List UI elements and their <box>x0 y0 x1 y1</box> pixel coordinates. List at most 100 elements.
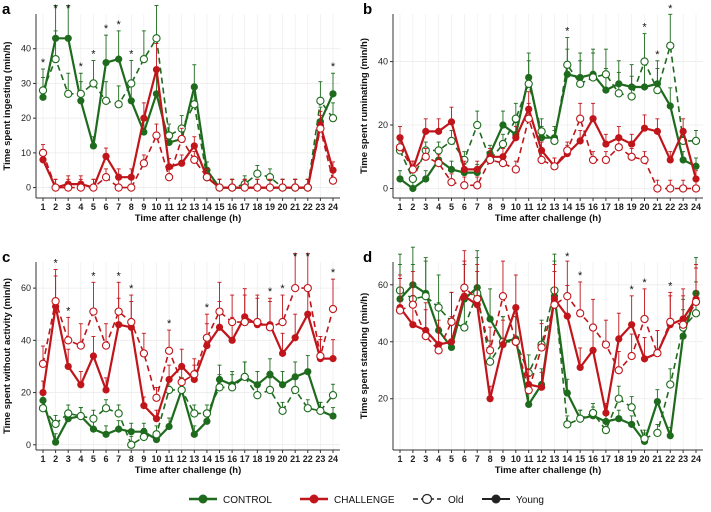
significance-marker: * <box>167 318 172 330</box>
data-point <box>691 309 701 318</box>
significance-marker: * <box>91 270 96 282</box>
legend-young-label: Young <box>516 495 544 506</box>
x-tick-label: 4 <box>436 202 441 212</box>
data-point <box>550 300 559 309</box>
y-axis-label: Time spent ruminating (min/h) <box>359 38 370 174</box>
data-point <box>190 100 199 109</box>
data-point <box>653 349 662 358</box>
data-point <box>627 152 636 161</box>
data-point <box>692 175 700 183</box>
data-point <box>64 362 72 371</box>
y-axis-label: Time spent ingesting (min/h) <box>2 41 13 170</box>
data-point <box>615 415 623 423</box>
data-point <box>177 134 186 144</box>
data-point <box>76 89 85 98</box>
significance-marker: * <box>668 280 673 292</box>
data-point <box>537 383 546 391</box>
series-control-old <box>395 13 701 184</box>
data-point <box>628 321 636 329</box>
data-point <box>666 156 674 164</box>
data-point <box>473 120 482 130</box>
data-point <box>89 183 98 192</box>
series-line <box>42 127 334 189</box>
data-point <box>498 292 508 301</box>
data-point <box>601 340 611 349</box>
x-tick-label: 17 <box>240 454 250 464</box>
data-point <box>114 409 123 418</box>
x-tick-label: 23 <box>678 454 688 464</box>
data-point <box>460 292 468 300</box>
significance-marker: * <box>53 258 58 270</box>
data-point <box>602 409 610 417</box>
data-point <box>653 127 661 135</box>
series-control-young <box>39 5 337 192</box>
x-tick-label: 18 <box>614 202 624 212</box>
data-point <box>52 438 60 446</box>
x-tick-label: 3 <box>66 454 71 464</box>
data-point <box>329 412 337 420</box>
data-point <box>473 181 482 190</box>
significance-marker: * <box>331 61 336 73</box>
data-point <box>152 65 161 74</box>
data-point <box>329 90 337 98</box>
series-challenge-old <box>38 253 338 402</box>
data-point <box>499 341 507 349</box>
x-tick-label: 15 <box>575 202 585 212</box>
data-point <box>576 114 585 123</box>
series-line <box>41 37 335 189</box>
x-tick-label: 22 <box>665 454 675 464</box>
data-point <box>640 355 649 363</box>
data-point <box>278 406 287 415</box>
data-point <box>76 183 85 192</box>
data-point <box>615 335 623 343</box>
data-point <box>177 377 186 387</box>
data-point <box>139 54 149 64</box>
data-point <box>498 158 508 168</box>
data-point <box>303 183 312 192</box>
x-tick-label: 12 <box>537 454 547 464</box>
data-point <box>240 183 249 192</box>
x-tick-label: 12 <box>177 202 187 212</box>
data-point <box>329 355 337 363</box>
x-tick-label: 7 <box>475 202 480 212</box>
data-point <box>215 383 224 392</box>
x-axis-label: Time after challenge (h) <box>495 465 601 476</box>
data-point <box>89 414 98 423</box>
series-challenge-old <box>38 115 338 192</box>
data-point <box>628 420 636 428</box>
x-tick-label: 16 <box>588 202 598 212</box>
significance-marker: * <box>293 251 298 263</box>
x-tick-label: 24 <box>691 202 701 212</box>
data-point <box>215 307 224 316</box>
panel-label: d <box>363 249 372 266</box>
data-point <box>202 333 212 342</box>
x-tick-label: 21 <box>652 454 662 464</box>
x-tick-label: 5 <box>91 202 96 212</box>
data-point <box>473 165 481 174</box>
x-tick-label: 1 <box>40 454 45 464</box>
data-point <box>563 420 572 429</box>
data-point <box>64 34 72 42</box>
x-tick-label: 6 <box>462 454 467 464</box>
data-point <box>601 155 611 165</box>
data-point <box>227 383 237 392</box>
x-tick-label: 11 <box>164 202 174 212</box>
y-tick-label: 0 <box>383 183 388 193</box>
legend-challenge-marker <box>309 494 319 504</box>
y-tick-label: 20 <box>378 120 388 130</box>
series-challenge-old <box>395 250 701 395</box>
data-point <box>152 415 161 423</box>
data-point <box>537 127 546 136</box>
series-line <box>399 286 697 392</box>
x-tick-label: 4 <box>78 454 83 464</box>
x-tick-label: 3 <box>423 454 428 464</box>
data-point <box>316 406 325 415</box>
data-point <box>139 432 149 442</box>
panel-label: a <box>2 1 11 18</box>
data-point <box>140 114 148 122</box>
data-point <box>550 136 559 146</box>
significance-marker: * <box>306 251 311 263</box>
data-point <box>291 334 299 342</box>
x-tick-label: 2 <box>410 454 415 464</box>
